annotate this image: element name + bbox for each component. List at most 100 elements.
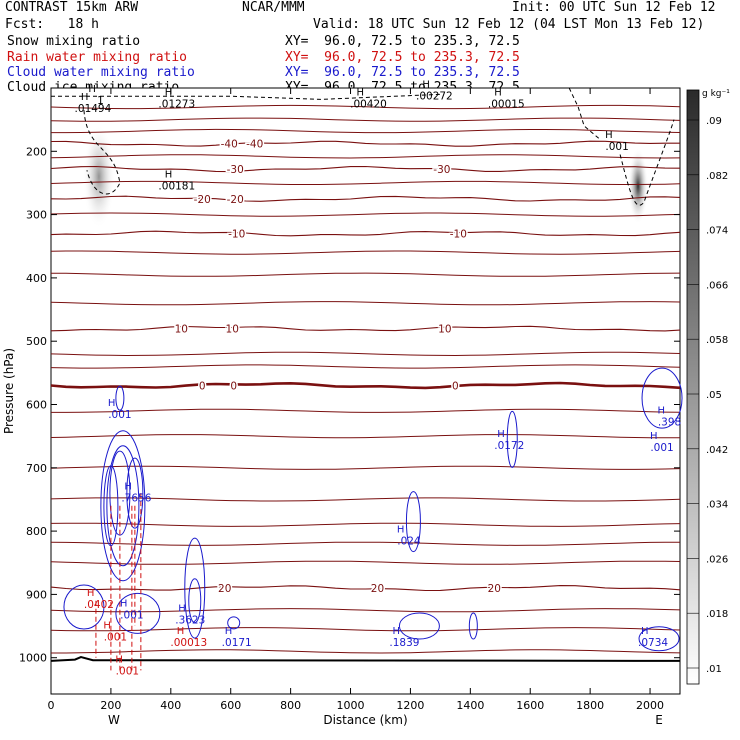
temperature-isotherm [50,434,680,439]
temperature-isotherm [50,351,681,357]
field-snow-name: Snow mixing ratio [7,34,141,49]
temperature-contour-label: -10 [450,229,467,241]
y-tick-label: 300 [26,209,47,222]
y-axis-label: Pressure (hPa) [2,348,16,434]
colorbar-tick-label: .026 [706,554,728,565]
max-marker: H [178,604,186,615]
colorbar-tick-label: .074 [706,226,728,237]
x-end-west: W [108,713,120,727]
colorbar-unit: g kg⁻¹ [702,89,730,99]
temperature-isotherm [51,649,681,654]
model-title: CONTRAST 15km ARW [5,0,139,15]
x-tick-label: 1800 [576,699,604,712]
temperature-contour-label: -30 [433,164,450,176]
max-marker: H [120,599,128,610]
temperature-isotherm [51,408,681,413]
cloud-water-contour [398,612,440,640]
max-marker: H [605,130,613,141]
max-marker: H [124,481,132,492]
max-value-label: 1 [97,95,104,107]
field-cloudwater-name: Cloud water mixing ratio [7,65,195,80]
ground-line [50,656,681,662]
colorbar-tick-label: .01 [706,664,722,675]
field-snow-xy: XY= 96.0, 72.5 to 235.3, 72.5 [285,34,520,49]
max-marker: H [177,626,185,637]
cloud-water-contour [184,537,206,639]
max-marker: H [87,588,95,599]
max-value-label: .00272 [416,90,453,102]
y-tick-label: 400 [26,272,47,285]
snow-contour-east [619,119,675,206]
max-marker: H [422,79,430,90]
cloud-water-contour [188,578,202,624]
max-value-label: .398 [658,416,681,428]
temperature-contour-label: 20 [488,583,501,595]
max-value-label: .024 [397,535,421,547]
cloud-water-contour [109,450,131,536]
x-axis-label: Distance (km) [323,713,407,727]
temperature-isotherm [50,522,681,527]
max-value-label: .01494 [75,103,112,115]
temperature-isotherm [50,301,681,306]
max-value-label: .7656 [121,492,151,504]
valid-time: Valid: 18 UTC Sun 12 Feb 12 (04 LST Mon … [313,17,705,32]
y-tick-label: 500 [26,335,47,348]
max-marker: H [497,429,505,440]
temperature-isotherm [50,364,681,369]
temperature-contour [50,381,681,390]
x-tick-label: 1200 [396,699,424,712]
max-value-label: .01273 [158,99,195,111]
forecast-hour: Fcst: 18 h [5,17,99,32]
temperature-contour [50,325,681,332]
colorbar-tick-label: .09 [706,116,722,127]
center-label: NCAR/MMM [242,0,305,15]
x-tick-label: 0 [48,699,55,712]
max-value-label: .0402 [84,599,114,611]
temperature-contour-label: 20 [218,583,231,595]
max-marker: H [165,88,173,99]
temperature-isotherm [50,560,681,565]
x-tick-label: 1400 [456,699,484,712]
temperature-isotherm [50,104,681,110]
max-value-label: .3623 [175,615,205,627]
temperature-contour [50,140,680,147]
temperature-isotherm [50,272,681,277]
y-tick-label: 600 [26,399,47,412]
max-marker: H [225,626,233,637]
temperature-isotherm [50,117,681,122]
temperature-contour-label: -10 [228,229,245,241]
max-marker: H [650,431,658,442]
field-rain-name: Rain water mixing ratio [7,50,188,65]
field-cloudwater-xy: XY= 96.0, 72.5 to 235.3, 72.5 [285,65,520,80]
cloud-water-contour [405,491,421,553]
temperature-contour [50,195,681,202]
temperature-isotherm [51,128,681,134]
snow-contour-top [568,87,600,140]
colorbar-tick-label: .05 [706,390,722,401]
max-value-label: .001 [120,610,143,622]
ice-contour-top [51,93,441,100]
cloud-water-contour [106,445,140,567]
field-rain-xy: XY= 96.0, 72.5 to 235.3, 72.5 [285,50,520,65]
max-value-label: .0172 [494,440,524,452]
x-tick-label: 800 [280,699,301,712]
max-marker: H [115,654,123,665]
cloud-water-contour [115,592,161,634]
temperature-contour-label: 10 [438,324,451,336]
temperature-isotherm [50,465,681,470]
max-value-label: .001 [104,632,127,644]
x-tick-label: 1000 [337,699,365,712]
temperature-isotherm [50,497,681,502]
colorbar-tick-label: .042 [706,445,728,456]
temperature-contour-label: -40 [246,139,263,151]
max-marker: H [81,92,89,103]
max-value-label: .1839 [389,637,419,649]
init-time: Init: 00 UTC Sun 12 Feb 12 [512,0,716,15]
cloud-water-contour [115,385,125,411]
temperature-isotherm [50,627,681,632]
max-marker: H [356,88,364,99]
temperature-contour-label: -40 [221,139,238,151]
temperature-contour [50,165,681,173]
colorbar-tick-label: .066 [706,280,728,291]
temperature-isotherm [50,154,681,159]
